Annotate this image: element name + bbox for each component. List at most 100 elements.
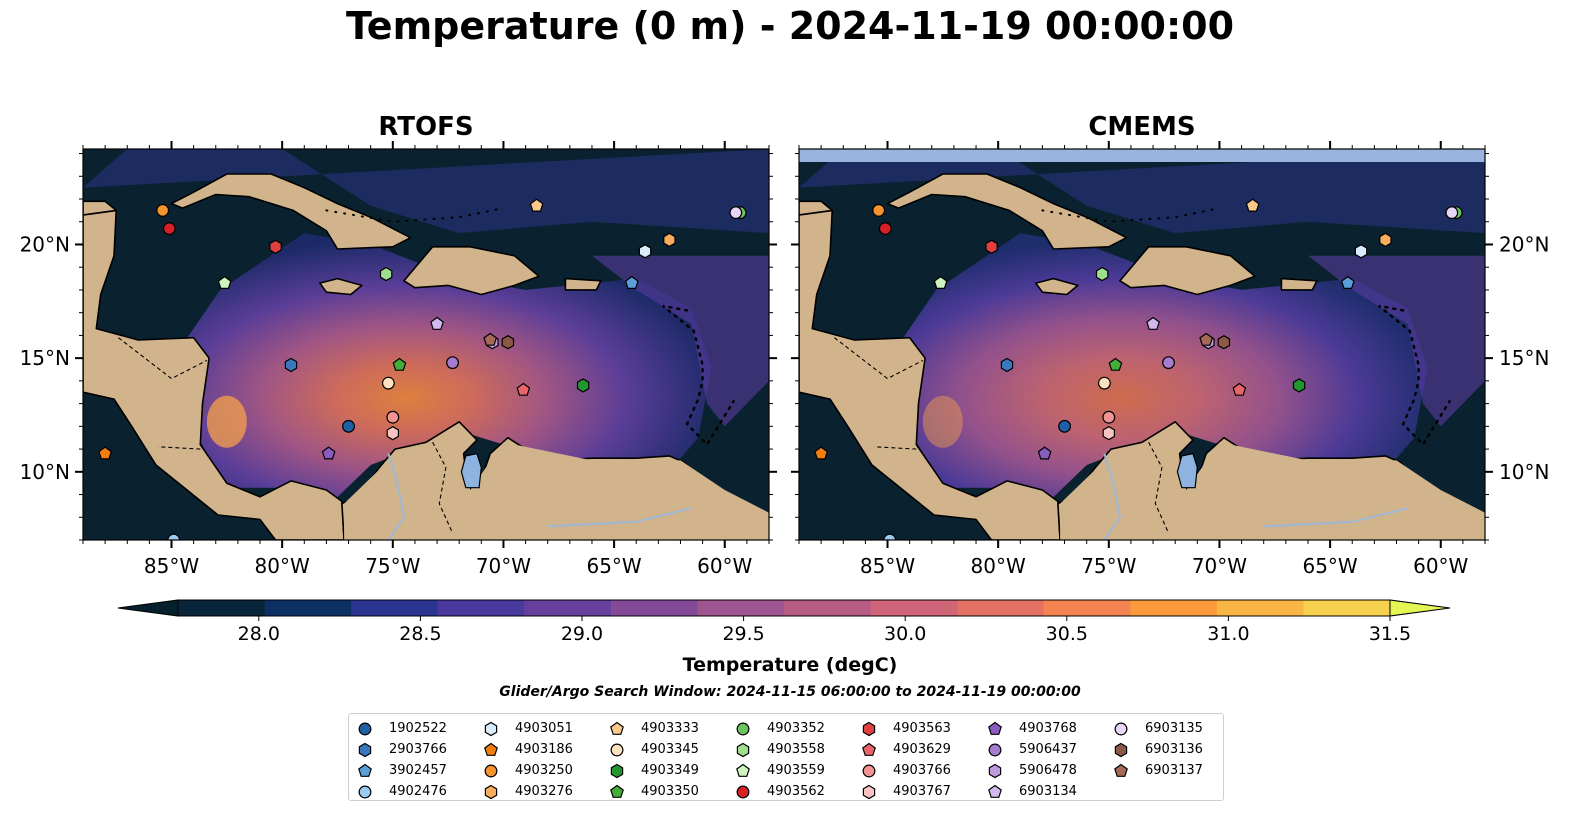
float-marker-4903767 — [386, 426, 399, 441]
colorbar-tick-label: 28.5 — [399, 623, 441, 645]
lat-tick-label: 15°N — [1499, 346, 1549, 370]
float-marker-5906437 — [1162, 356, 1176, 370]
legend-marker-4903562 — [736, 785, 750, 798]
circle-marker-icon — [736, 722, 750, 735]
float-marker-1902522 — [342, 419, 355, 433]
colorbar-bin — [351, 600, 439, 616]
colorbar-tick-label: 30.5 — [1046, 623, 1088, 645]
legend-label: 6903134 — [1019, 784, 1077, 799]
legend-item-4903276: 4903276 — [483, 781, 609, 802]
legend-marker-4903250 — [484, 764, 498, 777]
legend-marker-4903345 — [610, 743, 624, 756]
pentagon-marker-icon — [484, 742, 498, 756]
legend-label: 4903186 — [515, 742, 573, 757]
legend-label: 4903349 — [641, 763, 699, 778]
colorbar-under-arrow — [117, 599, 179, 617]
circle-marker-icon — [484, 764, 498, 777]
lon-tick-label: 65°W — [1302, 554, 1357, 578]
float-marker-4903562 — [878, 222, 892, 236]
circle-marker-icon — [862, 764, 876, 777]
legend-marker-6903136 — [1114, 742, 1128, 757]
float-marker-6903137 — [483, 332, 498, 346]
lat-tick-label: 20°N — [1499, 232, 1549, 256]
hexagon-marker-icon — [862, 721, 876, 736]
legend-item-4902476: 4902476 — [357, 781, 483, 802]
circle-marker-icon — [610, 743, 624, 756]
legend-marker-3902457 — [358, 763, 372, 777]
float-marker-4903250 — [156, 203, 170, 217]
colorbar-bin — [524, 600, 612, 616]
legend-label: 4903766 — [893, 763, 951, 778]
panel-title-rtofs: RTOFS — [378, 112, 474, 142]
lat-tick-label: 15°N — [20, 346, 70, 370]
legend-marker-4903767 — [862, 784, 876, 799]
float-marker-4903350 — [392, 357, 407, 371]
legend-label: 4903563 — [893, 721, 951, 736]
lon-tick-label: 85°W — [860, 554, 915, 578]
colorbar-bin — [870, 600, 958, 616]
float-marker-6903136 — [1217, 335, 1231, 350]
legend-label: 4903562 — [767, 784, 825, 799]
lon-tick-label: 65°W — [586, 554, 641, 578]
float-marker-4903629 — [516, 382, 531, 396]
legend-label: 4903350 — [641, 784, 699, 799]
legend-label: 4903629 — [893, 742, 951, 757]
legend-marker-6903137 — [1114, 763, 1128, 777]
lon-tick-label: 60°W — [697, 554, 752, 578]
map-panel-rtofs: 85°W 80°W 75°W 70°W 65°W 60°W 10°N 15°N 20°N — [20, 141, 777, 578]
no-data-band — [799, 149, 1485, 162]
legend-marker-6903135 — [1114, 722, 1128, 735]
colorbar-bin — [957, 600, 1045, 616]
float-marker-4903333 — [1245, 198, 1260, 212]
lon-tick-label: 60°W — [1413, 554, 1468, 578]
float-marker-6903135 — [729, 206, 743, 220]
pentagon-marker-icon — [1114, 763, 1128, 777]
float-marker-4903345 — [381, 376, 395, 390]
circle-marker-icon — [358, 785, 372, 798]
float-marker-4903559 — [933, 275, 948, 289]
float-marker-4903559 — [217, 275, 232, 289]
lon-tick-label: 85°W — [144, 554, 199, 578]
legend-label: 5906437 — [1019, 742, 1077, 757]
map-panel-cmems: 85°W 80°W 75°W 70°W 65°W 60°W 10°N 15°N 20°N — [791, 141, 1549, 578]
legend-label: 4903559 — [767, 763, 825, 778]
legend-marker-4903558 — [736, 742, 750, 757]
float-marker-2903766 — [1000, 357, 1014, 373]
legend-item-3902457: 3902457 — [357, 760, 483, 781]
figure-title: Temperature (0 m) - 2024-11-19 00:00:00 — [345, 4, 1235, 48]
colorbar-bin — [1303, 600, 1391, 616]
legend-marker-1902522 — [358, 722, 372, 735]
legend-label: 4903276 — [515, 784, 573, 799]
float-marker-4903767 — [1102, 426, 1116, 441]
legend-label: 2903766 — [389, 742, 447, 757]
float-marker-4902476 — [167, 533, 181, 540]
float-marker-2903766 — [284, 357, 298, 373]
pentagon-marker-icon — [610, 721, 624, 735]
float-marker-4903768 — [321, 446, 336, 460]
float-marker-4903349 — [1292, 378, 1306, 393]
lon-tick-label: 70°W — [1192, 554, 1247, 578]
colorbar-tick-label: 29.5 — [722, 623, 764, 645]
legend-item-4903186: 4903186 — [483, 739, 609, 760]
float-marker-6903134 — [1146, 316, 1160, 330]
colorbar-bin — [437, 600, 525, 616]
legend-marker-5906437 — [988, 743, 1002, 756]
float-marker-4903186 — [98, 446, 113, 460]
legend-marker-6903134 — [988, 784, 1002, 798]
hexagon-marker-icon — [484, 784, 498, 799]
legend-marker-4903768 — [988, 721, 1002, 735]
legend-label: 6903136 — [1145, 742, 1203, 757]
colorbar-over-arrow — [1389, 599, 1451, 617]
colorbar-bin — [178, 600, 266, 616]
colorbar-label: Temperature (degC) — [682, 654, 898, 676]
float-marker-6903135 — [1445, 206, 1459, 220]
colorbar-bin — [784, 600, 872, 616]
legend-label: 4903051 — [515, 721, 573, 736]
legend-label: 4903558 — [767, 742, 825, 757]
hexagon-marker-icon — [358, 742, 372, 757]
legend-label: 4903352 — [767, 721, 825, 736]
colorbar-tick-label: 30.0 — [884, 623, 926, 645]
float-marker-5906437 — [446, 356, 460, 370]
colorbar-bin — [264, 600, 352, 616]
legend-marker-4903051 — [484, 721, 498, 736]
